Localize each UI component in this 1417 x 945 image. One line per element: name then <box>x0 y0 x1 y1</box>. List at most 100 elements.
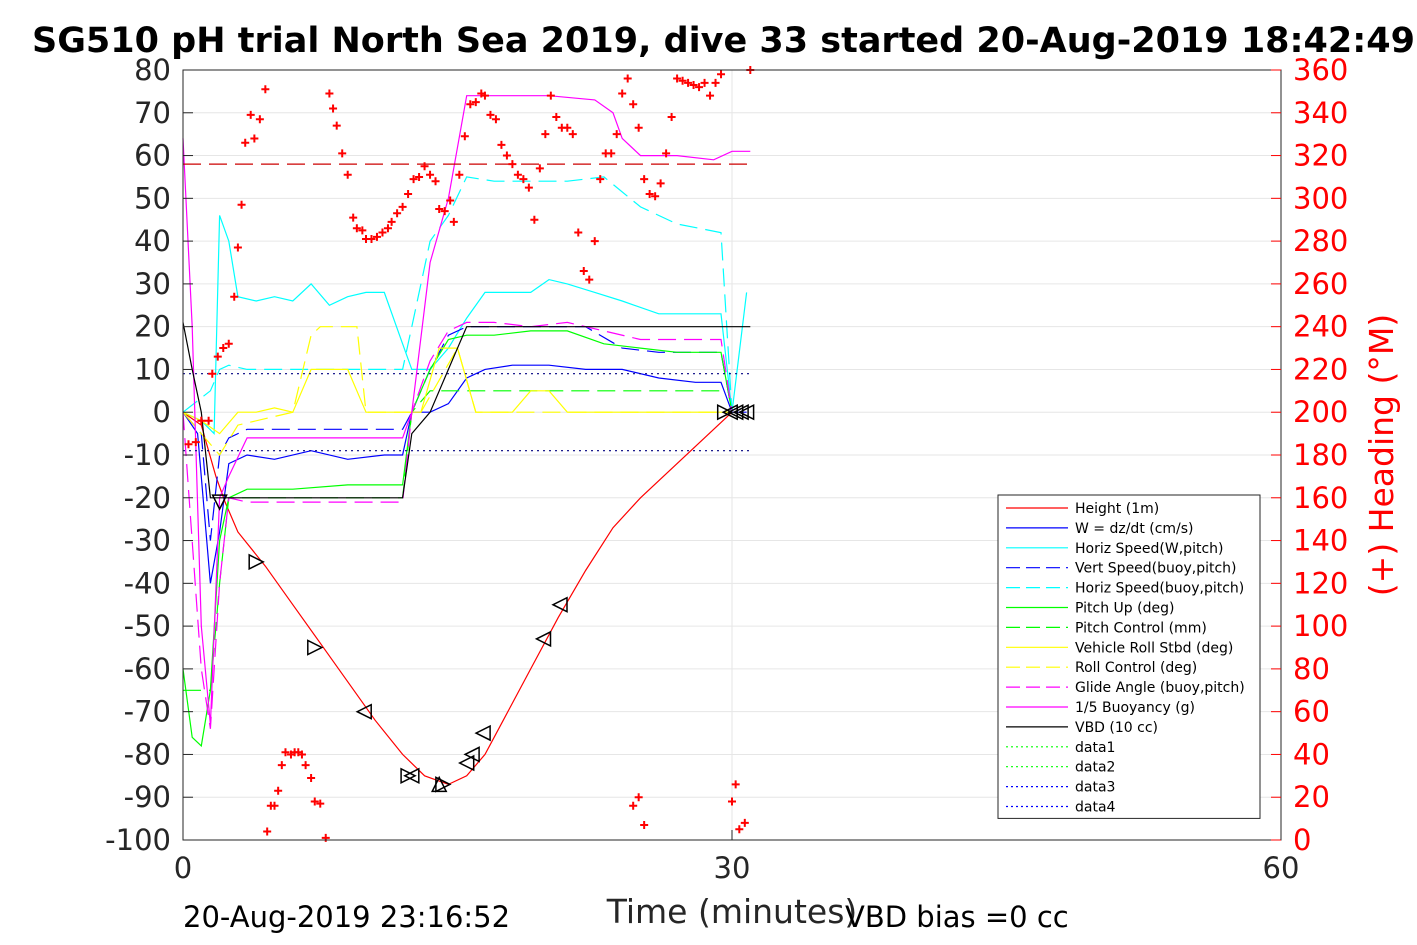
heading-point-75 <box>552 113 561 122</box>
heading-point-6 <box>219 344 228 353</box>
depth-marker-11 <box>534 630 552 648</box>
heading-point-89 <box>629 100 638 109</box>
heading-point-0 <box>184 440 193 449</box>
series-line-10 <box>182 95 751 725</box>
heading-point-108 <box>640 821 649 830</box>
depth-marker-2 <box>307 639 324 656</box>
left-tick-label-10: -20 <box>124 481 171 515</box>
chart-title: SG510 pH trial North Sea 2019, dive 33 s… <box>32 21 1415 61</box>
heading-point-86 <box>612 130 621 139</box>
heading-point-80 <box>579 267 588 276</box>
heading-point-103 <box>706 91 715 100</box>
legend-label-2: Horiz Speed(W,pitch) <box>1075 541 1223 557</box>
depth-marker-10 <box>474 724 491 742</box>
legend-label-4: Horiz Speed(buoy,pitch) <box>1075 581 1244 597</box>
right-tick-label-16: 40 <box>1293 737 1330 771</box>
legend-label-6: Pitch Control (mm) <box>1075 620 1207 636</box>
right-tick-label-3: 300 <box>1293 181 1348 215</box>
heading-point-57 <box>455 170 464 179</box>
heading-point-87 <box>618 89 627 98</box>
heading-point-2 <box>197 416 206 425</box>
heading-point-36 <box>349 213 358 222</box>
right-tick-label-10: 160 <box>1293 481 1348 515</box>
heading-point-97 <box>673 74 682 83</box>
heading-point-26 <box>301 761 310 770</box>
heading-point-48 <box>409 175 418 184</box>
heading-point-101 <box>695 83 704 92</box>
right-tick-label-8: 200 <box>1293 395 1348 429</box>
heading-point-19 <box>274 786 283 795</box>
heading-point-42 <box>378 228 387 237</box>
heading-point-59 <box>466 100 475 109</box>
legend-label-14: data3 <box>1075 780 1115 796</box>
heading-point-18 <box>270 801 279 810</box>
depth-marker-7 <box>435 776 452 793</box>
x-tick-label-1: 30 <box>714 851 751 885</box>
right-tick-label-13: 100 <box>1293 609 1348 643</box>
left-tick-label-6: 20 <box>134 310 171 344</box>
heading-point-74 <box>546 91 555 100</box>
heading-point-43 <box>383 224 392 233</box>
x-axis-ticks: 0 30 60 <box>174 830 1300 885</box>
left-tick-label-14: -60 <box>124 652 171 686</box>
heading-point-68 <box>513 170 522 179</box>
heading-point-34 <box>338 149 347 158</box>
heading-point-90 <box>634 123 643 132</box>
right-tick-label-2: 320 <box>1293 139 1348 173</box>
heading-point-37 <box>352 224 361 233</box>
depth-marker-13 <box>716 403 734 421</box>
left-tick-label-4: 40 <box>134 224 171 258</box>
right-tick-label-6: 240 <box>1293 310 1348 344</box>
heading-point-60 <box>471 98 480 107</box>
heading-point-111 <box>735 825 744 834</box>
heading-point-55 <box>446 196 455 205</box>
left-tick-label-0: 80 <box>134 53 171 87</box>
left-tick-label-8: 0 <box>153 395 171 429</box>
x-tick-label-0: 0 <box>174 851 192 885</box>
heading-point-9 <box>233 243 242 252</box>
heading-point-5 <box>213 352 222 361</box>
left-tick-label-5: 30 <box>134 267 171 301</box>
heading-point-63 <box>486 110 495 119</box>
heading-point-8 <box>230 292 239 301</box>
heading-point-100 <box>689 80 698 89</box>
heading-point-45 <box>393 209 402 218</box>
heading-point-107 <box>634 793 643 802</box>
heading-point-112 <box>740 818 749 827</box>
depth-marker-15 <box>727 403 744 421</box>
right-tick-label-1: 340 <box>1293 96 1348 130</box>
heading-point-46 <box>398 202 407 211</box>
series-line-8 <box>182 326 732 457</box>
heading-point-91 <box>640 175 649 184</box>
left-tick-label-15: -70 <box>124 695 171 729</box>
legend: Height (1m) W = dz/dt (cm/s) Horiz Speed(W… <box>997 494 1261 819</box>
heading-point-77 <box>563 123 572 132</box>
left-tick-label-9: -10 <box>124 438 171 472</box>
legend-label-8: Roll Control (deg) <box>1075 660 1197 676</box>
right-tick-label-18: 0 <box>1293 823 1311 857</box>
legend-label-9: Glide Angle (buoy,pitch) <box>1075 680 1245 696</box>
right-tick-label-5: 260 <box>1293 267 1348 301</box>
footer-date-time: 20-Aug-2019 23:16:52 <box>183 900 510 934</box>
heading-point-30 <box>321 833 330 842</box>
heading-point-51 <box>426 170 435 179</box>
heading-point-72 <box>535 164 544 173</box>
heading-point-29 <box>316 799 325 808</box>
heading-point-92 <box>645 190 654 199</box>
left-tick-label-12: -40 <box>124 566 171 600</box>
right-tick-label-11: 140 <box>1293 524 1348 558</box>
legend-label-11: VBD (10 cc) <box>1075 720 1158 736</box>
heading-point-99 <box>684 78 693 87</box>
heading-point-79 <box>574 228 583 237</box>
left-tick-label-7: 10 <box>134 352 171 386</box>
depth-marker-8 <box>458 754 475 772</box>
heading-point-73 <box>541 130 550 139</box>
series-line-3 <box>182 326 733 541</box>
heading-point-13 <box>250 134 259 143</box>
x-tick-label-2: 60 <box>1263 851 1300 885</box>
heading-point-31 <box>325 89 334 98</box>
heading-point-53 <box>435 205 444 214</box>
plot-content <box>182 66 755 842</box>
heading-point-69 <box>519 175 528 184</box>
